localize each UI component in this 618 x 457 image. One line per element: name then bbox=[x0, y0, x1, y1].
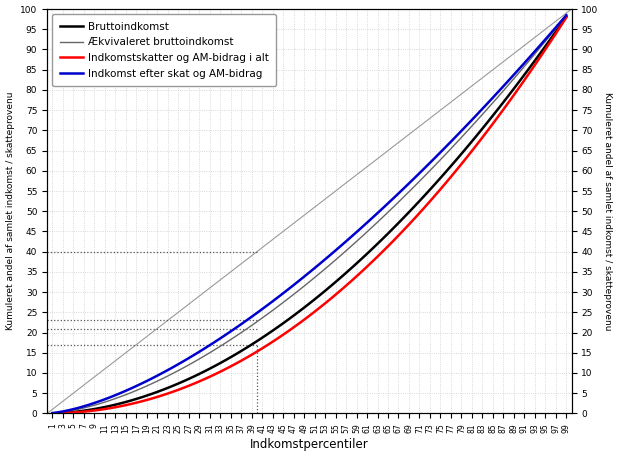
Indkomst efter skat og AM-bidrag bbox=[169, 365, 177, 370]
Ækvivaleret bruttoindkomst bbox=[185, 362, 192, 368]
Line: Bruttoindkomst: Bruttoindkomst bbox=[53, 16, 566, 413]
Indkomstskatter og AM-bidrag i alt bbox=[306, 313, 313, 319]
X-axis label: Indkomstpercentiler: Indkomstpercentiler bbox=[250, 438, 369, 452]
Indkomstskatter og AM-bidrag i alt bbox=[321, 301, 329, 306]
Line: Ækvivaleret bruttoindkomst: Ækvivaleret bruttoindkomst bbox=[53, 16, 566, 413]
Ækvivaleret bruttoindkomst bbox=[206, 350, 213, 356]
Bruttoindkomst bbox=[185, 376, 192, 382]
Ækvivaleret bruttoindkomst bbox=[562, 13, 570, 18]
Line: Indkomstskatter og AM-bidrag i alt: Indkomstskatter og AM-bidrag i alt bbox=[53, 17, 566, 414]
Indkomst efter skat og AM-bidrag bbox=[185, 356, 192, 361]
Bruttoindkomst bbox=[169, 383, 177, 388]
Bruttoindkomst bbox=[562, 14, 570, 19]
Bruttoindkomst bbox=[321, 288, 329, 293]
Ækvivaleret bruttoindkomst bbox=[452, 140, 460, 146]
Indkomstskatter og AM-bidrag i alt bbox=[49, 411, 56, 416]
Indkomst efter skat og AM-bidrag bbox=[452, 133, 460, 139]
Indkomst efter skat og AM-bidrag bbox=[49, 410, 56, 416]
Indkomstskatter og AM-bidrag i alt bbox=[169, 389, 177, 394]
Indkomst efter skat og AM-bidrag bbox=[206, 342, 213, 348]
Indkomst efter skat og AM-bidrag bbox=[321, 257, 329, 262]
Bruttoindkomst bbox=[452, 157, 460, 163]
Bruttoindkomst bbox=[49, 410, 56, 416]
Indkomstskatter og AM-bidrag i alt bbox=[562, 15, 570, 20]
Indkomst efter skat og AM-bidrag bbox=[562, 12, 570, 18]
Ækvivaleret bruttoindkomst bbox=[321, 266, 329, 271]
Indkomstskatter og AM-bidrag i alt bbox=[185, 383, 192, 388]
Indkomstskatter og AM-bidrag i alt bbox=[452, 168, 460, 173]
Legend: Bruttoindkomst, Ækvivaleret bruttoindkomst, Indkomstskatter og AM-bidrag i alt, : Bruttoindkomst, Ækvivaleret bruttoindkom… bbox=[53, 14, 276, 86]
Indkomst efter skat og AM-bidrag bbox=[306, 270, 313, 275]
Ækvivaleret bruttoindkomst bbox=[306, 279, 313, 285]
Bruttoindkomst bbox=[306, 301, 313, 306]
Y-axis label: Kumuleret andel af samlet indkomst / skatteprovenu: Kumuleret andel af samlet indkomst / ska… bbox=[603, 92, 612, 330]
Indkomstskatter og AM-bidrag i alt bbox=[206, 374, 213, 379]
Y-axis label: Kumuleret andel af samlet indkomst / skatteprovenu: Kumuleret andel af samlet indkomst / ska… bbox=[6, 92, 15, 330]
Bruttoindkomst bbox=[206, 366, 213, 372]
Ækvivaleret bruttoindkomst bbox=[49, 410, 56, 416]
Ækvivaleret bruttoindkomst bbox=[169, 371, 177, 376]
Line: Indkomst efter skat og AM-bidrag: Indkomst efter skat og AM-bidrag bbox=[53, 15, 566, 413]
